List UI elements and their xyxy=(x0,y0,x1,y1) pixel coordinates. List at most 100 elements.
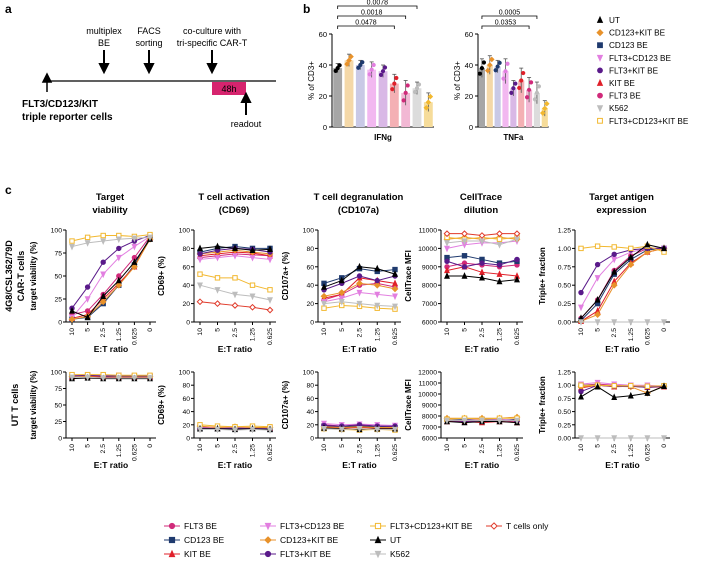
data-point xyxy=(392,279,398,287)
data-point xyxy=(68,315,76,323)
y-tick-label: 50 xyxy=(54,274,62,281)
data-point xyxy=(69,307,75,314)
data-point xyxy=(392,270,398,277)
y-tick-label: 0 xyxy=(58,320,62,327)
data-point xyxy=(130,263,138,271)
data-point xyxy=(541,105,548,112)
timer-label: 48h xyxy=(221,84,236,94)
data-point xyxy=(84,240,91,247)
series-cd123-kit-be xyxy=(320,279,399,300)
y-tick-label: 20 xyxy=(465,92,473,101)
x-tick-label: 0.625 xyxy=(131,444,138,461)
cells-line2: triple reporter cells xyxy=(22,112,113,123)
x-tick-label: 1.25 xyxy=(628,328,635,341)
data-point xyxy=(611,435,618,442)
y-tick-label: 60 xyxy=(306,396,314,403)
legend-label: FLT3+KIT BE xyxy=(280,549,331,559)
data-point xyxy=(526,87,532,92)
data-point xyxy=(197,244,203,252)
x-tick-label: 2.5 xyxy=(232,328,239,338)
x-tick-label: 2.5 xyxy=(357,444,364,454)
data-point xyxy=(578,289,584,296)
series-line xyxy=(71,238,151,320)
data-point xyxy=(131,235,138,243)
y-tick-label: 20 xyxy=(306,301,314,308)
y-tick-label: 0 xyxy=(186,320,190,327)
y-tick-label: 1.00 xyxy=(558,383,571,390)
series-kit-be xyxy=(69,234,153,322)
data-point xyxy=(496,242,503,249)
y-tick-label: 100 xyxy=(51,228,63,235)
y-tick-label: 75 xyxy=(54,251,62,258)
y-tick-label: 0 xyxy=(310,320,314,327)
data-point xyxy=(486,62,493,68)
data-point xyxy=(505,61,510,66)
data-point xyxy=(578,392,584,400)
y-tick-label: 60 xyxy=(319,30,327,39)
significance-bracket xyxy=(481,25,530,29)
legend-label: FLT3 BE xyxy=(184,521,217,531)
y-tick-label: 40 xyxy=(465,61,473,70)
data-point xyxy=(214,426,221,434)
data-point xyxy=(461,253,468,259)
series-flt3-kit-be xyxy=(69,232,153,311)
y-tick-label: 20 xyxy=(182,422,190,429)
series-k562 xyxy=(578,319,667,326)
line-legend-item: T cells only xyxy=(486,521,549,531)
data-point xyxy=(147,375,153,382)
data-point xyxy=(392,293,398,301)
series-ut xyxy=(197,242,273,253)
y-axis-label: CD107a+ (%) xyxy=(281,251,290,300)
data-point xyxy=(358,62,363,68)
data-point xyxy=(514,275,520,283)
y-tick-label: 6000 xyxy=(422,320,437,327)
x-tick-label: 2.5 xyxy=(611,444,618,454)
data-point xyxy=(478,232,486,239)
data-point xyxy=(643,248,651,256)
data-point xyxy=(461,264,468,270)
data-point xyxy=(392,426,398,434)
timer-box xyxy=(212,82,246,95)
data-point xyxy=(374,302,381,310)
series-line xyxy=(581,384,665,387)
data-point xyxy=(578,319,584,326)
series-cd123-be xyxy=(578,245,667,324)
x-tick-label: 10 xyxy=(197,444,204,452)
series-line xyxy=(580,247,664,293)
x-tick-label: 0.625 xyxy=(644,444,651,461)
y-tick-label: 100 xyxy=(179,228,191,235)
legend-label: KIT BE xyxy=(609,79,635,88)
data-point xyxy=(131,375,138,382)
x-tick-label: 1.25 xyxy=(628,444,635,457)
data-point xyxy=(100,259,106,265)
data-point xyxy=(539,110,546,116)
data-point xyxy=(338,426,345,434)
x-tick-label: 2.5 xyxy=(479,444,486,454)
arrow-up-icon xyxy=(240,91,252,115)
data-point xyxy=(412,89,418,95)
data-point xyxy=(519,78,524,83)
data-point xyxy=(484,67,491,74)
bar xyxy=(412,88,422,127)
y-tick-label: 50 xyxy=(54,403,62,410)
data-point xyxy=(69,238,75,244)
legend-marker xyxy=(374,550,382,559)
chart-title: TNFa xyxy=(503,133,524,142)
y-tick-label: 80 xyxy=(306,383,314,390)
cells-line1: FLT3/CD123/KIT xyxy=(22,99,98,110)
line-legend-item: FLT3 BE xyxy=(164,521,217,531)
legend-marker xyxy=(597,67,603,74)
line-legend-item: K562 xyxy=(370,549,410,559)
bar-legend-item: K562 xyxy=(596,104,629,113)
x-tick-label: 1.25 xyxy=(374,444,381,457)
y-tick-label: 0.50 xyxy=(558,283,571,290)
data-point xyxy=(479,268,485,276)
data-point xyxy=(444,417,450,425)
series-flt3-cd123-kit-be xyxy=(197,271,273,293)
data-point xyxy=(534,90,540,96)
column-title: Target antigen xyxy=(589,192,654,203)
y-tick-label: 0 xyxy=(323,123,327,132)
data-point xyxy=(116,245,122,252)
series-line xyxy=(72,376,150,379)
